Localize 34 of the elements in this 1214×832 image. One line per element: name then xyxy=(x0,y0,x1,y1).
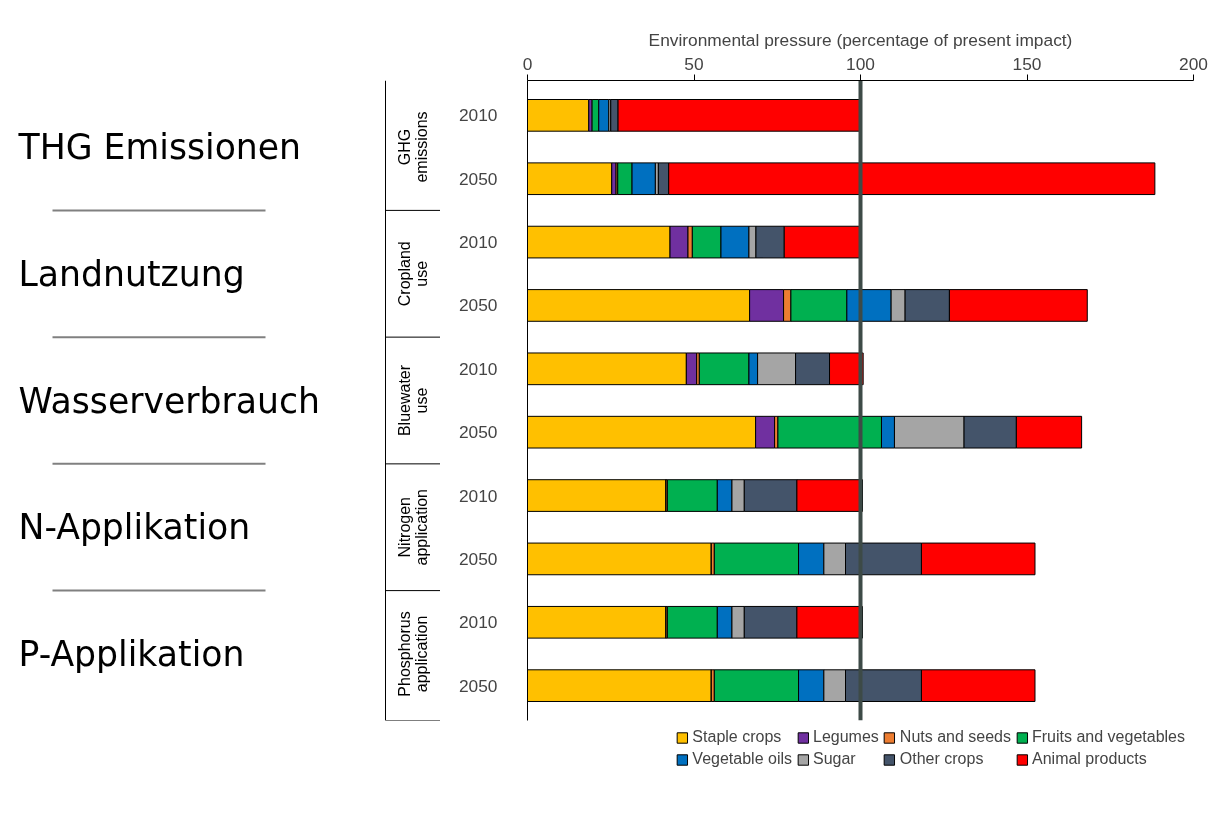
y-tick-label: 2050 xyxy=(458,168,498,189)
x-tick-label: 150 xyxy=(1012,53,1042,74)
y-tick-label: 2010 xyxy=(458,485,498,506)
legend-label: Fruits and vegetables xyxy=(1032,728,1185,746)
legend-label: Other crops xyxy=(899,750,984,768)
y-tick-label: 2050 xyxy=(458,422,498,443)
y-tick-label: 2050 xyxy=(458,548,498,569)
text: P-Applikation xyxy=(18,633,245,674)
legend-label: Animal products xyxy=(1032,750,1147,768)
text: Cropland use xyxy=(395,241,430,307)
legend-label: Legumes xyxy=(813,728,879,746)
text: THG Emissionen xyxy=(17,127,302,168)
text: Landnutzung xyxy=(18,253,245,294)
text: Phosphorus application xyxy=(395,611,430,697)
y-tick-label: 2050 xyxy=(458,675,498,696)
text: N-Applikation xyxy=(18,507,251,548)
legend-label: Sugar xyxy=(813,750,856,768)
y-tick-label: 2010 xyxy=(458,612,498,633)
x-tick-label: 0 xyxy=(522,53,533,74)
legend-label: Staple crops xyxy=(692,728,782,746)
x-axis-title: Environmental pressure (percentage of present impact) xyxy=(648,29,1073,50)
y-tick-label: 2010 xyxy=(458,358,498,379)
text: Nitrogen application xyxy=(395,488,430,566)
x-tick-label: 200 xyxy=(1179,53,1208,74)
y-tick-label: 2050 xyxy=(458,295,498,316)
text: Wasserverbrauch xyxy=(18,380,321,421)
y-tick-label: 2010 xyxy=(458,105,498,126)
x-tick-label: 50 xyxy=(684,53,704,74)
text: GHG emissions xyxy=(395,111,430,183)
legend-label: Nuts and seeds xyxy=(899,728,1012,746)
legend-label: Vegetable oils xyxy=(692,750,792,768)
y-tick-label: 2010 xyxy=(458,232,498,253)
text: Bluewater use xyxy=(395,364,430,437)
x-tick-label: 100 xyxy=(846,53,875,74)
